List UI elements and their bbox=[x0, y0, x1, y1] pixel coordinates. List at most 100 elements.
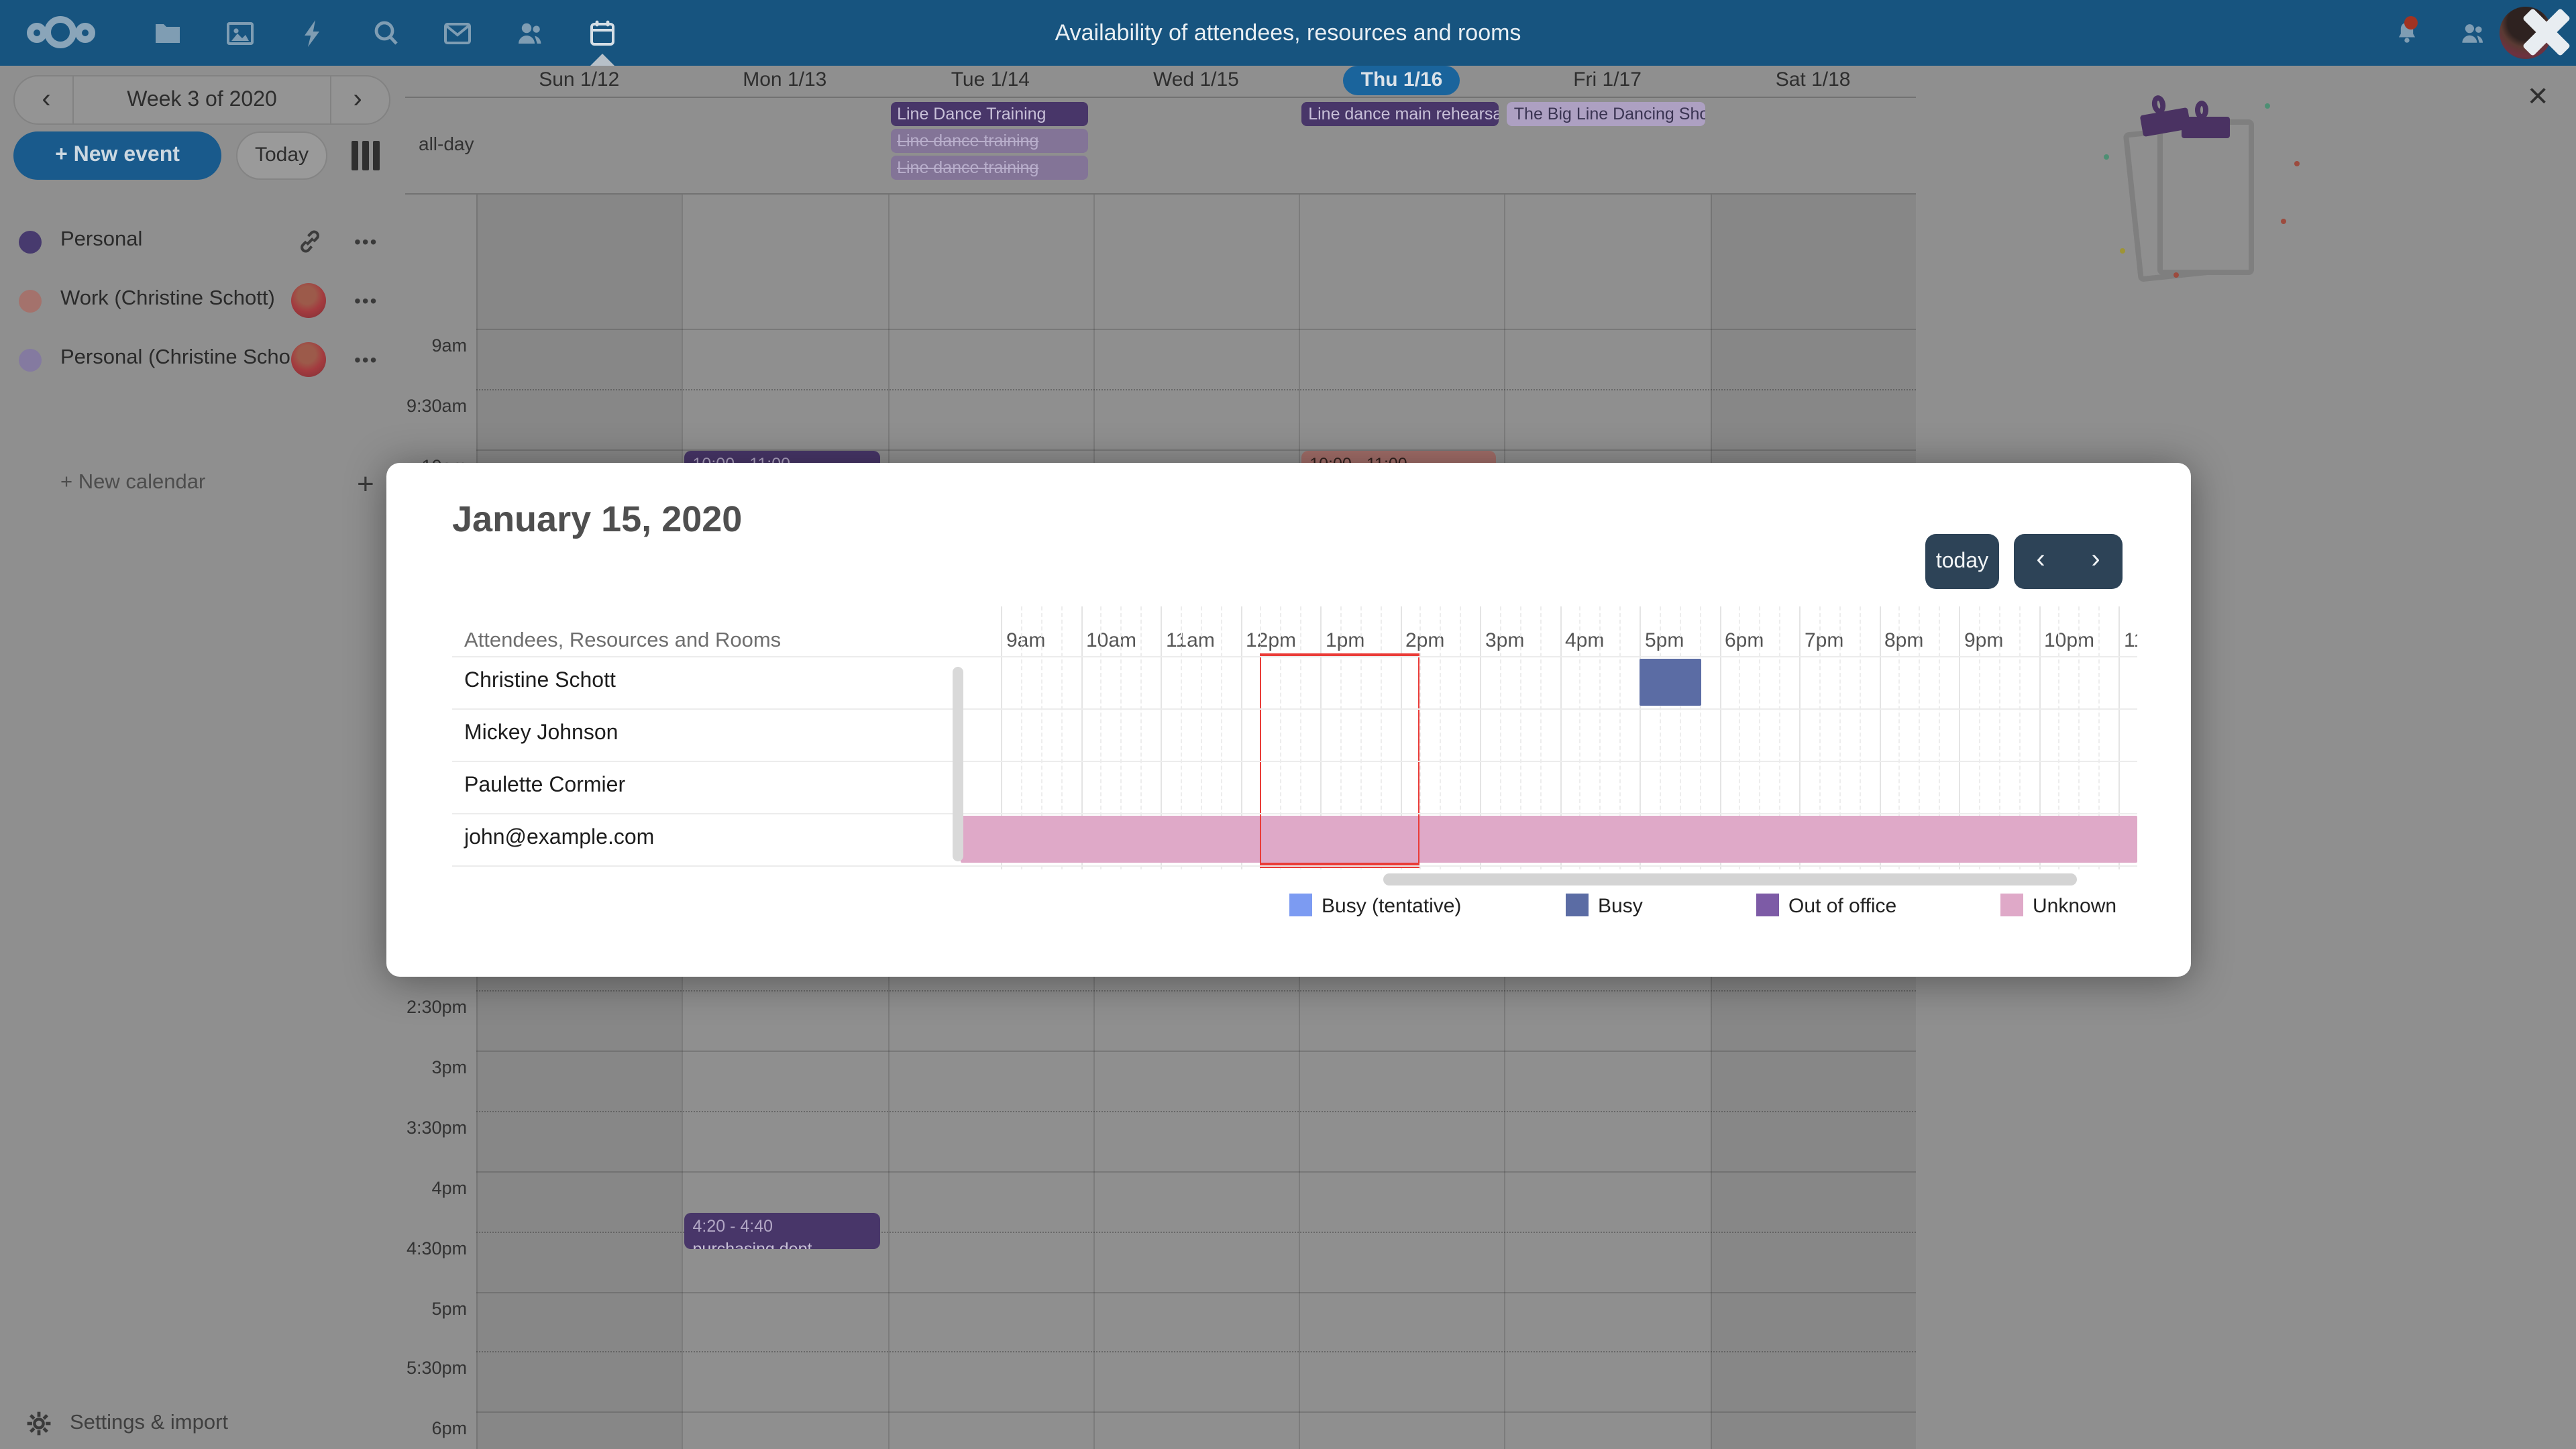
modal-today-button[interactable]: today bbox=[1925, 534, 1999, 589]
modal-quarter-line bbox=[1340, 606, 1342, 869]
modal-quarter-line bbox=[1998, 606, 2000, 869]
modal-prev-day-button[interactable]: ‹ bbox=[2036, 545, 2045, 574]
calendar-actions-menu[interactable]: ••• bbox=[354, 349, 378, 370]
sidebar-calendar-2[interactable]: Work (Christine Schott) ••• bbox=[0, 271, 405, 330]
legend-swatch bbox=[1289, 894, 1312, 916]
contacts-menu-icon[interactable] bbox=[2458, 19, 2487, 48]
day-header-1[interactable]: Sun 1/12 bbox=[539, 68, 620, 91]
attendees-column-header: Attendees, Resources and Rooms bbox=[464, 629, 782, 652]
modal-next-day-button[interactable]: › bbox=[2091, 545, 2100, 574]
row-separator bbox=[452, 761, 2137, 762]
week-label: Week 3 of 2020 bbox=[127, 89, 277, 111]
calendar-actions-menu[interactable]: ••• bbox=[354, 231, 378, 252]
legend-label: Busy (tentative) bbox=[1322, 895, 1462, 918]
gear-icon bbox=[24, 1409, 54, 1438]
cursor-x-icon bbox=[2517, 3, 2576, 62]
event-title: purchasing dept bbox=[693, 1240, 872, 1249]
modal-quarter-line bbox=[1280, 606, 1282, 869]
modal-quarter-line bbox=[1859, 606, 1861, 869]
legend-swatch bbox=[2000, 894, 2023, 916]
activity-app-icon[interactable] bbox=[298, 17, 330, 50]
contacts-app-icon[interactable] bbox=[514, 17, 546, 50]
day-header-3[interactable]: Tue 1/14 bbox=[951, 68, 1030, 91]
calendar-actions-menu[interactable]: ••• bbox=[354, 290, 378, 311]
all-day-event[interactable]: Line dance training bbox=[890, 156, 1088, 180]
modal-time-label: 8pm bbox=[1884, 629, 1924, 652]
horizontal-scrollbar[interactable] bbox=[1383, 873, 2077, 885]
modal-hour-line bbox=[1799, 606, 1801, 869]
modal-quarter-line bbox=[1898, 606, 1900, 869]
close-icon[interactable]: × bbox=[2528, 75, 2548, 115]
calendar-color-dot bbox=[19, 231, 42, 254]
grid-hour-line bbox=[476, 1171, 1916, 1173]
all-day-event[interactable]: Line dance training bbox=[890, 129, 1088, 153]
row-separator bbox=[452, 708, 2137, 710]
all-day-event[interactable]: Line dance main rehearsal bbox=[1301, 102, 1499, 126]
modal-quarter-line bbox=[2019, 606, 2021, 869]
new-calendar-button[interactable]: + New calendar + bbox=[60, 467, 374, 500]
availability-block-unknown bbox=[961, 816, 2137, 863]
calendar-app-icon[interactable] bbox=[586, 17, 619, 50]
new-event-button[interactable]: + New event bbox=[13, 131, 221, 180]
page-title: Availability of attendees, resources and… bbox=[1055, 20, 1521, 46]
day-header-5[interactable]: Thu 1/16 bbox=[1299, 66, 1505, 98]
vertical-scrollbar[interactable] bbox=[953, 667, 963, 861]
modal-time-label: 9am bbox=[1006, 629, 1046, 652]
search-app-icon[interactable] bbox=[370, 17, 402, 50]
modal-time-label: 9pm bbox=[1964, 629, 2004, 652]
files-app-icon[interactable] bbox=[152, 17, 184, 50]
calendar-name: Personal bbox=[60, 228, 143, 251]
mail-app-icon[interactable] bbox=[441, 17, 474, 50]
availability-modal: January 15, 2020 today ‹ › Attendees, Re… bbox=[386, 463, 2191, 977]
modal-quarter-line bbox=[1679, 606, 1681, 869]
modal-time-label: 7pm bbox=[1805, 629, 1844, 652]
grid-hour-line bbox=[476, 990, 1916, 992]
modal-quarter-line bbox=[1739, 606, 1741, 869]
photos-app-icon[interactable] bbox=[224, 17, 256, 50]
all-day-event[interactable]: The Big Line Dancing Show bbox=[1507, 102, 1705, 126]
notification-badge bbox=[2404, 16, 2418, 30]
availability-grid[interactable] bbox=[961, 606, 2137, 869]
today-button[interactable]: Today bbox=[236, 131, 327, 180]
week-navigation: ‹ Week 3 of 2020 › bbox=[13, 75, 390, 125]
modal-hour-line bbox=[1400, 606, 1401, 869]
day-header-6[interactable]: Fri 1/17 bbox=[1573, 68, 1642, 91]
sidebar-calendar-3[interactable]: Personal (Christine Scho...) ••• bbox=[0, 330, 405, 389]
modal-hour-line bbox=[1480, 606, 1481, 869]
time-label: 3pm bbox=[431, 1057, 467, 1078]
modal-time-label: 1pm bbox=[1326, 629, 1365, 652]
modal-quarter-line bbox=[1120, 606, 1122, 869]
modal-quarter-line bbox=[1939, 606, 1941, 869]
view-toggle-icon[interactable] bbox=[352, 141, 381, 170]
nextcloud-logo-icon[interactable] bbox=[27, 16, 97, 50]
sidebar-calendar-1[interactable]: Personal ••• bbox=[0, 212, 405, 271]
time-label: 5pm bbox=[431, 1298, 467, 1319]
modal-quarter-line bbox=[1360, 606, 1362, 869]
legend-swatch bbox=[1756, 894, 1779, 916]
day-header-2[interactable]: Mon 1/13 bbox=[743, 68, 827, 91]
modal-date-title: January 15, 2020 bbox=[452, 499, 743, 539]
share-link-icon[interactable] bbox=[295, 227, 325, 256]
calendar-event[interactable]: 4:20 - 4:40 purchasing dept bbox=[684, 1212, 880, 1249]
modal-quarter-line bbox=[1220, 606, 1222, 869]
modal-time-label: 10am bbox=[1086, 629, 1137, 652]
grid-hour-line bbox=[476, 329, 1916, 330]
day-header-7[interactable]: Sat 1/18 bbox=[1775, 68, 1851, 91]
grid-hour-line bbox=[476, 1231, 1916, 1233]
modal-quarter-line bbox=[1300, 606, 1302, 869]
grid-hour-line bbox=[476, 1351, 1916, 1353]
settings-import-button[interactable]: Settings & import bbox=[0, 1401, 405, 1449]
day-header-4[interactable]: Wed 1/15 bbox=[1152, 68, 1239, 91]
modal-quarter-line bbox=[1759, 606, 1761, 869]
previous-week-button[interactable]: ‹ bbox=[20, 76, 74, 123]
modal-date-nav: ‹ › bbox=[2014, 534, 2123, 589]
all-day-event[interactable]: Line Dance Training bbox=[890, 102, 1088, 126]
calendar-color-dot bbox=[19, 290, 42, 313]
legend-swatch bbox=[1566, 894, 1589, 916]
modal-hour-line bbox=[1081, 606, 1082, 869]
modal-time-label: 12pm bbox=[1246, 629, 1297, 652]
calendar-name: Personal (Christine Scho...) bbox=[60, 346, 315, 369]
legend-label: Busy bbox=[1598, 895, 1643, 918]
next-week-button[interactable]: › bbox=[330, 76, 384, 123]
